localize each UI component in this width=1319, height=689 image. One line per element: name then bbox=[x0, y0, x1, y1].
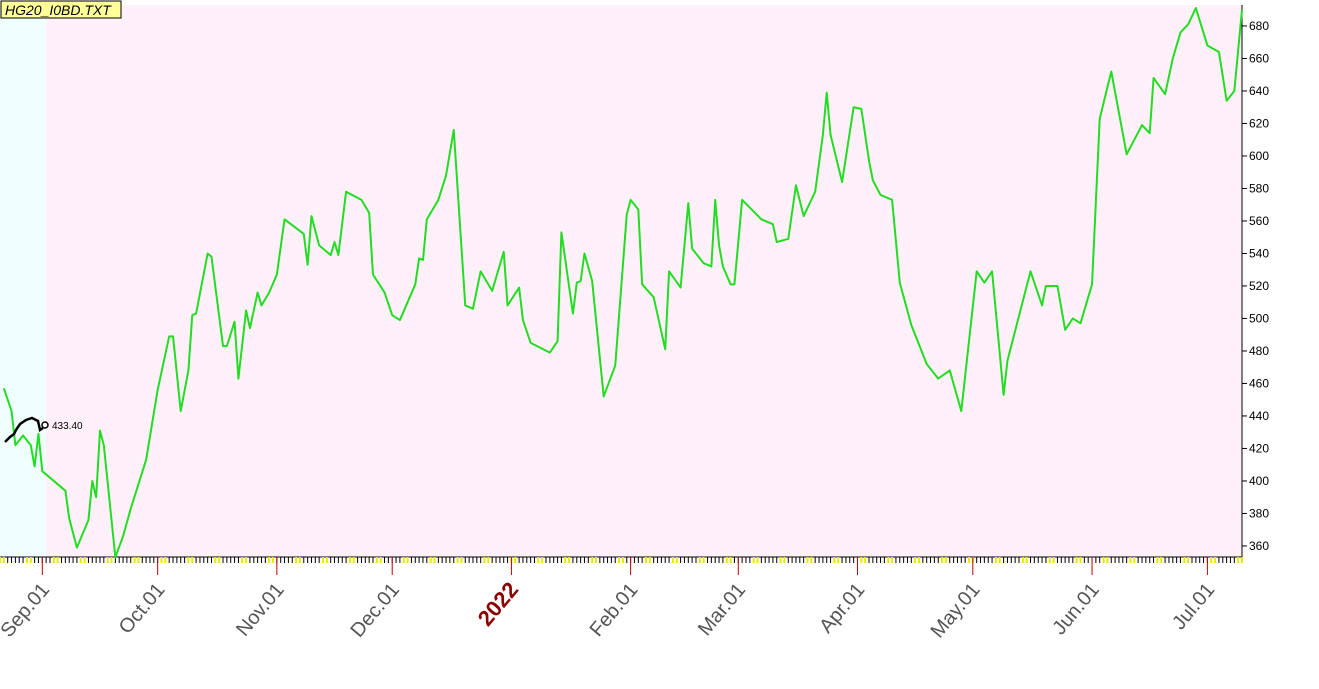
y-tick-label: 460 bbox=[1249, 376, 1269, 390]
x-tick-label: Dec.01 bbox=[346, 579, 404, 642]
plot-area-left-band bbox=[0, 5, 46, 557]
x-tick-label: Oct.01 bbox=[115, 579, 170, 638]
y-tick-label: 580 bbox=[1249, 181, 1269, 195]
x-tick-label: Sep.01 bbox=[0, 579, 54, 642]
y-tick-label: 660 bbox=[1249, 51, 1269, 65]
y-tick-label: 480 bbox=[1249, 344, 1269, 358]
y-tick-label: 420 bbox=[1249, 441, 1269, 455]
y-tick-label: 600 bbox=[1249, 149, 1269, 163]
y-tick-label: 620 bbox=[1249, 116, 1269, 130]
overlay-marker bbox=[41, 421, 49, 429]
y-tick-label: 640 bbox=[1249, 84, 1269, 98]
y-tick-label: 520 bbox=[1249, 279, 1269, 293]
y-tick-label: 360 bbox=[1249, 539, 1269, 553]
price-line bbox=[2, 7, 1243, 559]
x-tick-label: May.01 bbox=[927, 579, 985, 642]
annotation: 433.40 bbox=[52, 421, 83, 432]
x-tick-label: 2022 bbox=[473, 577, 524, 631]
y-tick-label: 380 bbox=[1249, 506, 1269, 520]
x-tick-label: Jul.01 bbox=[1168, 579, 1219, 634]
chart-title: HG20_I0BD.TXT bbox=[5, 2, 112, 18]
y-tick-label: 560 bbox=[1249, 214, 1269, 228]
marks bbox=[2, 7, 1243, 559]
x-tick-label: Feb.01 bbox=[586, 579, 643, 641]
y-tick-label: 400 bbox=[1249, 474, 1269, 488]
overlay-squiggle bbox=[4, 416, 44, 443]
title-box bbox=[0, 0, 122, 19]
y-tick-label: 440 bbox=[1249, 409, 1269, 423]
y-tick-label: 540 bbox=[1249, 246, 1269, 260]
x-tick-label: Apr.01 bbox=[815, 579, 869, 637]
y-tick-label: 680 bbox=[1249, 19, 1269, 33]
x-tick-label: Nov.01 bbox=[232, 579, 289, 641]
x-tick-label: Jun.01 bbox=[1048, 579, 1103, 639]
y-tick-label: 500 bbox=[1249, 311, 1269, 325]
x-tick-label: Mar.01 bbox=[694, 579, 750, 640]
